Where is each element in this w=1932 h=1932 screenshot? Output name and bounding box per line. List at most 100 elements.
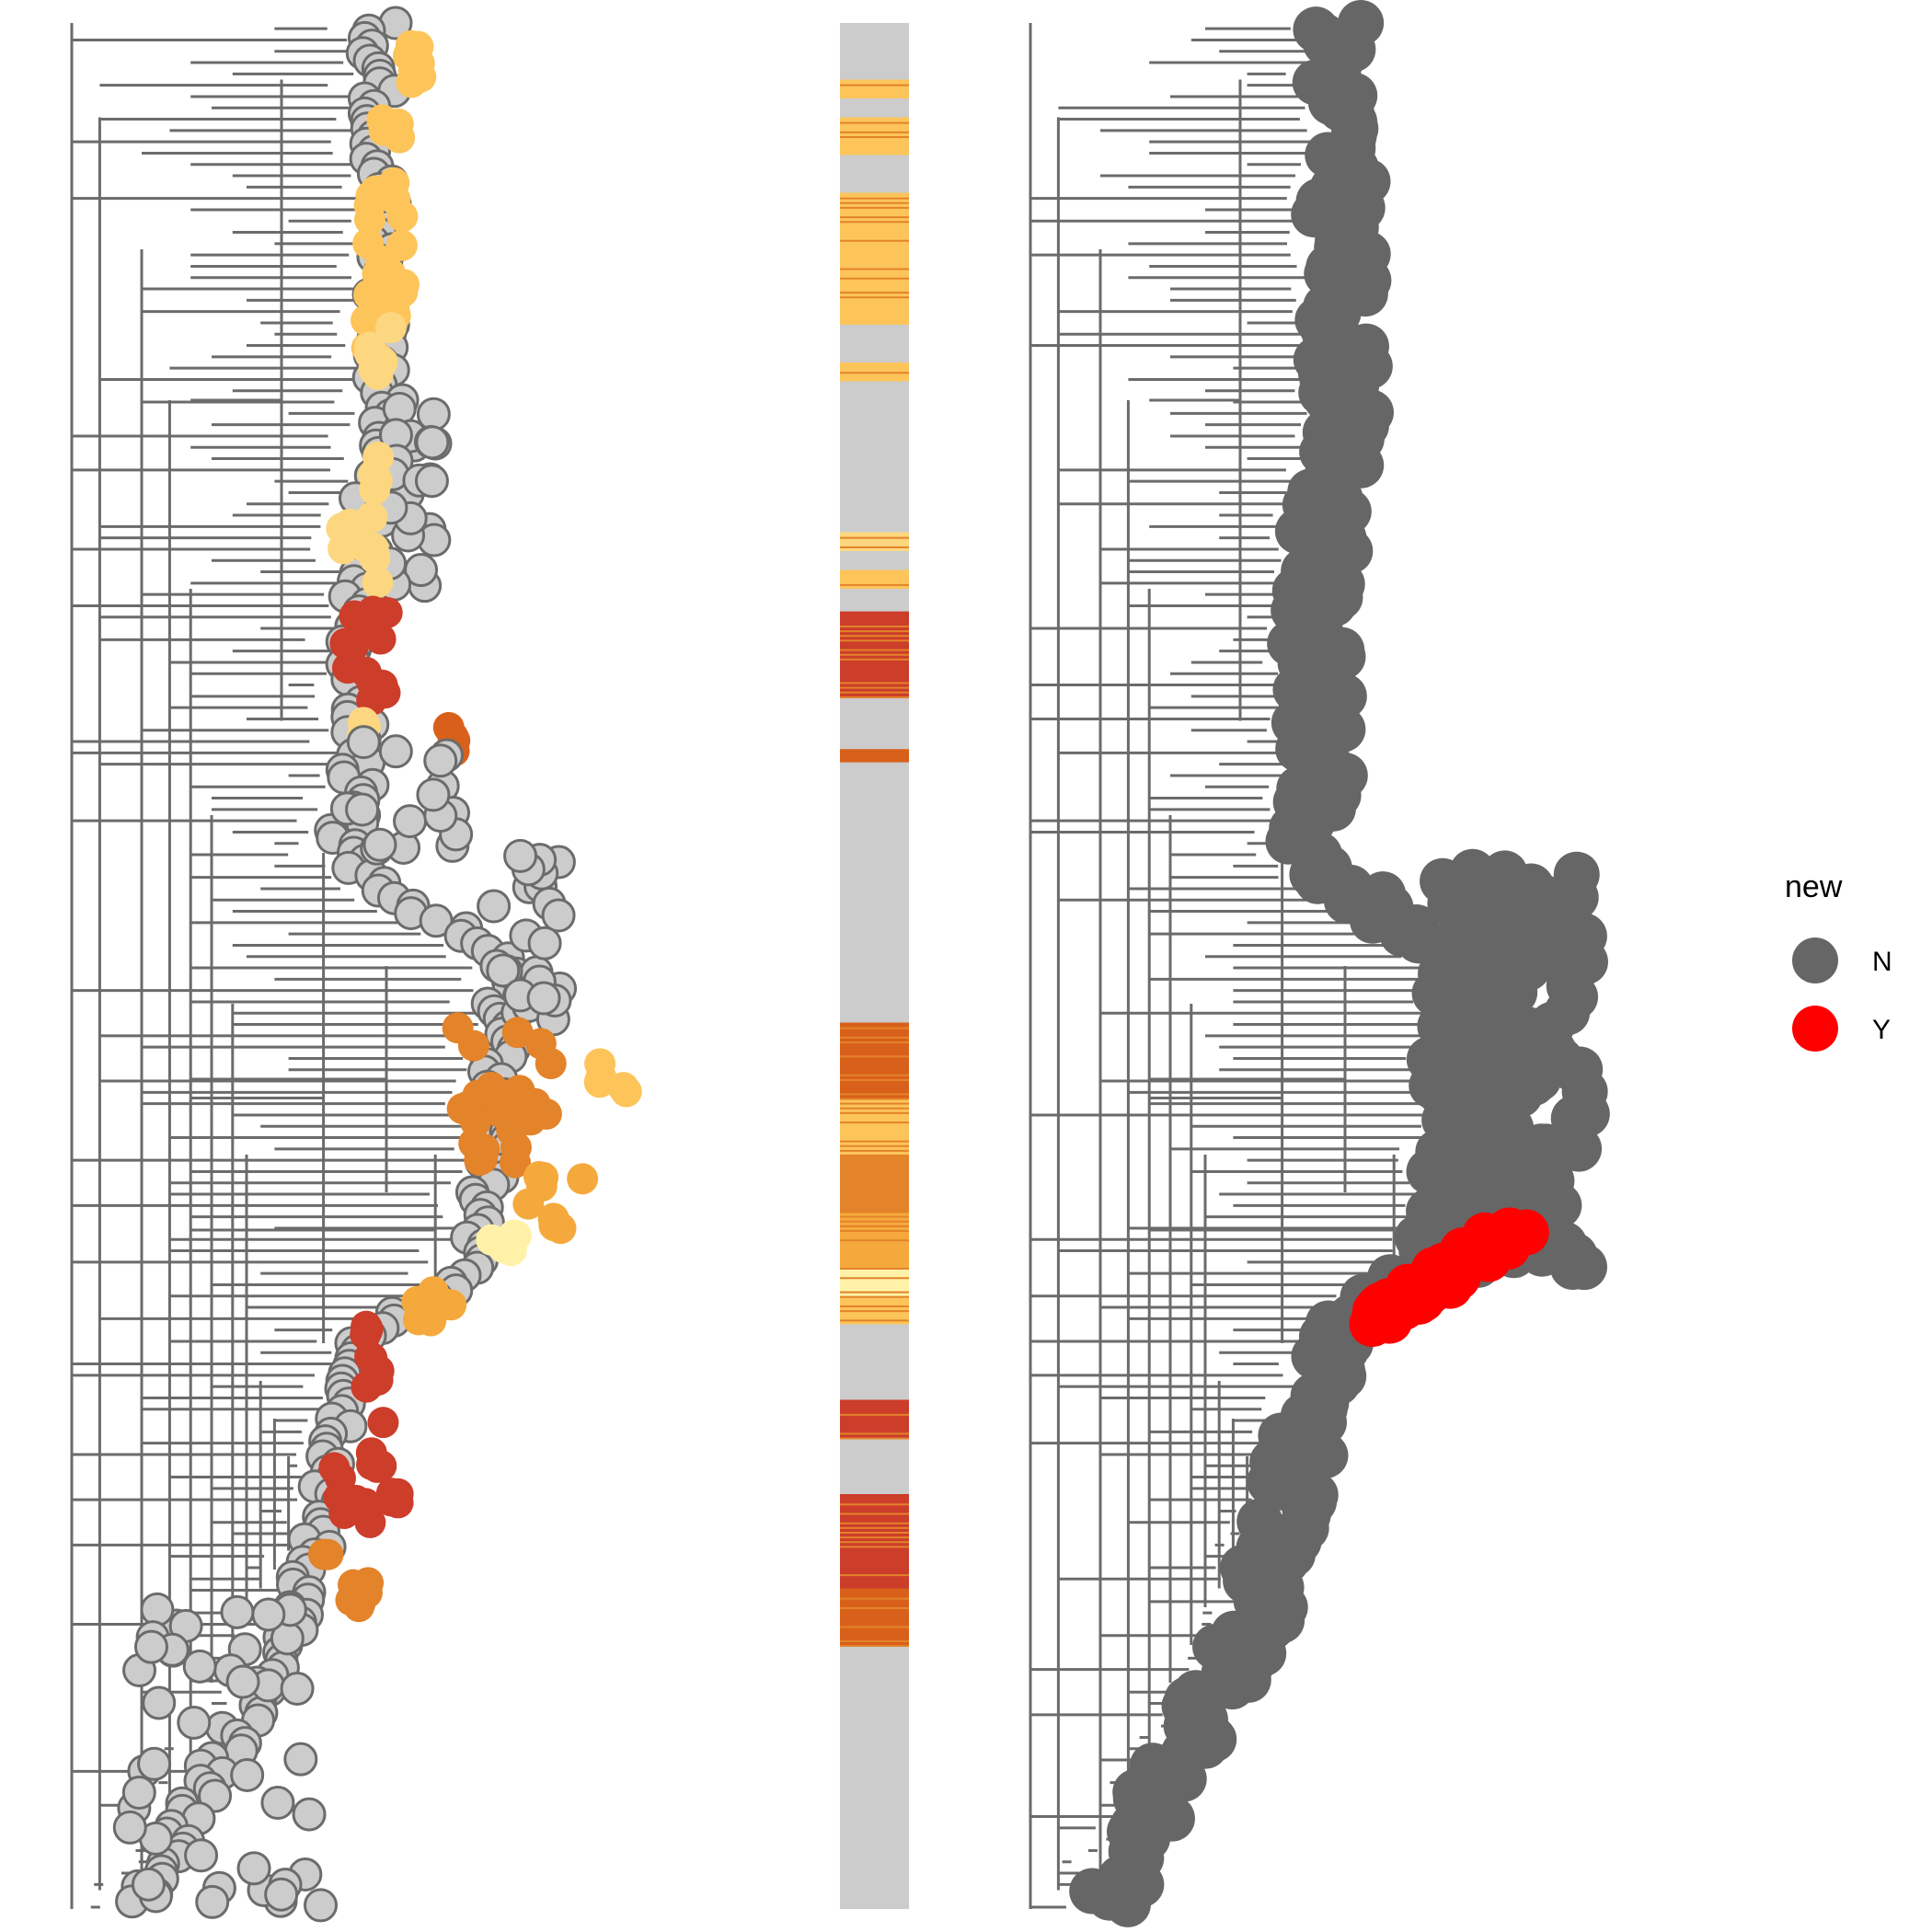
strip-line [840, 1093, 909, 1096]
tip-point-n [1550, 1095, 1597, 1142]
strip-line [840, 1413, 909, 1416]
strip-line [840, 1036, 909, 1039]
legend-label-y: Y [1872, 1015, 1891, 1045]
tip-point [466, 1143, 499, 1175]
strip-band [840, 749, 909, 763]
tip-point [583, 1066, 615, 1098]
strip-line [840, 682, 909, 684]
tip-point [260, 1785, 295, 1820]
tip-point [476, 1071, 508, 1103]
tip-point-n [1541, 1221, 1588, 1268]
tip-point [264, 1877, 299, 1912]
strip-line [840, 1102, 909, 1105]
strip-line [840, 372, 909, 374]
strip-line [840, 239, 909, 242]
strip-band [840, 569, 909, 589]
tip-point [280, 1671, 315, 1706]
tip-point [377, 270, 409, 302]
tip-point-n [1495, 952, 1542, 999]
strip-line [840, 686, 909, 689]
strip-line [840, 1310, 909, 1313]
category-color-strip [840, 23, 909, 1909]
strip-line [840, 1295, 909, 1298]
legend-title: new [1785, 869, 1843, 904]
strip-line [840, 1055, 909, 1058]
tip-point [457, 1029, 489, 1062]
strip-line [840, 1546, 909, 1548]
tip-point [351, 1315, 384, 1347]
strip-line [840, 1230, 909, 1232]
strip-line [840, 197, 909, 200]
strip-line [840, 1437, 909, 1440]
strip-line [840, 1268, 909, 1270]
tip-point [362, 827, 397, 862]
strip-line [840, 1626, 909, 1628]
tip-point [225, 1664, 260, 1699]
strip-line [840, 1027, 909, 1029]
tip-point [312, 1538, 344, 1570]
strip-line [840, 1645, 909, 1647]
tip-point [220, 1594, 255, 1629]
tip-point-n [1530, 1027, 1577, 1074]
strip-line [840, 1168, 909, 1171]
strip-line [840, 1277, 909, 1280]
strip-line [840, 1597, 909, 1600]
strip-line [840, 136, 909, 138]
tip-point [283, 1742, 318, 1777]
tip-point [328, 533, 360, 565]
tip-point-n [1481, 1003, 1528, 1050]
strip-line [840, 1526, 909, 1529]
tip-point [367, 1407, 399, 1439]
tip-point [345, 792, 380, 827]
tip-point-n [1209, 1663, 1256, 1710]
tip-point [382, 1478, 414, 1510]
tip-point [371, 113, 403, 145]
strip-line [840, 1144, 909, 1147]
tip-point [121, 1775, 156, 1810]
strip-line [840, 546, 909, 548]
tip-point [432, 711, 465, 743]
strip-line [840, 1541, 909, 1544]
strip-line [840, 1532, 909, 1534]
tip-point [230, 1757, 265, 1792]
tip-point [359, 542, 391, 574]
tip-point [366, 669, 398, 701]
tip-point [538, 1210, 570, 1242]
strip-line [840, 1098, 909, 1100]
tip-point [140, 1592, 175, 1627]
legend-key-y [1792, 1006, 1838, 1052]
tip-point-n [1427, 1010, 1474, 1057]
strip-line [840, 1074, 909, 1076]
strip-line [840, 1536, 909, 1539]
strip-line [840, 1041, 909, 1043]
tip-point-n [1544, 989, 1591, 1036]
strip-band [840, 1588, 909, 1645]
tip-point [541, 898, 576, 933]
strip-line [840, 201, 909, 204]
strip-line [840, 696, 909, 698]
tip-point-y [1427, 1262, 1474, 1309]
strip-band [840, 1399, 909, 1438]
tip-point [137, 1746, 172, 1781]
strip-line [840, 1522, 909, 1524]
strip-line [840, 1107, 909, 1110]
strip-line [840, 221, 909, 224]
tip-point [142, 1685, 177, 1720]
tip-point [347, 608, 379, 640]
tip-point [198, 1778, 233, 1813]
strip-line [840, 1211, 909, 1213]
strip-line [840, 649, 909, 651]
tip-point [292, 1797, 327, 1832]
strip-band [840, 79, 909, 98]
tip-point [335, 1584, 367, 1616]
tip-point [354, 203, 386, 236]
tip-point [392, 40, 424, 72]
tip-point [607, 1072, 639, 1104]
tip-point [486, 953, 521, 988]
strip-line [840, 1225, 909, 1227]
strip-line [840, 1202, 909, 1204]
tip-point [236, 1851, 271, 1886]
tip-point-y [1465, 1236, 1512, 1282]
strip-line [840, 639, 909, 642]
strip-line [840, 1607, 909, 1609]
